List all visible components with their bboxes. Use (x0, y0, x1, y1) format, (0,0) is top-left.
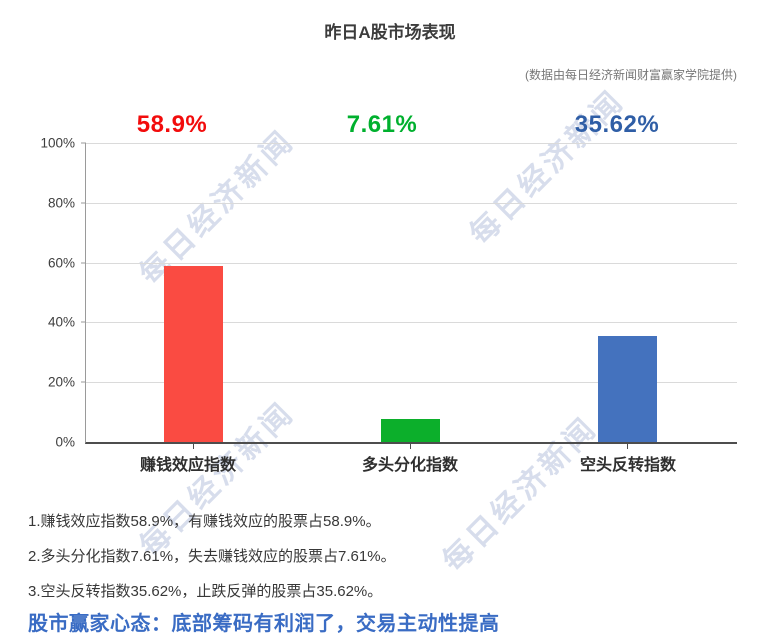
bar-bear-reversal-index (598, 335, 657, 442)
gridline (86, 382, 737, 384)
x-axis-label-bull-divergence: 多头分化指数 (361, 457, 458, 474)
x-axis-tick-mark (193, 444, 194, 449)
x-axis-tick-mark (627, 444, 628, 449)
y-axis-tick-label: 60% (47, 255, 75, 271)
y-axis-tick-mark (81, 202, 86, 204)
y-axis-tick-mark (81, 142, 86, 144)
notes-block: 1.赚钱效应指数58.9%，有赚钱效应的股票占58.9%。 2.多头分化指数7.… (28, 503, 396, 608)
gridline (86, 322, 737, 324)
y-axis-tick-label: 0% (55, 434, 75, 450)
bar-money-effect-index (164, 265, 223, 442)
gridline (86, 262, 737, 264)
headline: 股市赢家心态：底部筹码有利润了，交易主动性提高 (28, 613, 500, 635)
x-axis-label-money-effect: 赚钱效应指数 (139, 457, 236, 474)
y-axis-tick-mark (81, 381, 86, 383)
bar-value-label-money-effect: 58.9% (136, 111, 208, 138)
bar-value-label-bull-divergence: 7.61% (346, 111, 418, 138)
y-axis-tick-label: 20% (47, 374, 75, 390)
bar-value-label-bear-reversal: 35.62% (574, 111, 660, 138)
y-axis-tick-mark (81, 321, 86, 323)
chart-title: 昨日A股市场表现 (324, 23, 456, 42)
plot-area: 100% 80% 60% 40% 20% 0% (40, 136, 737, 450)
y-axis-tick-label: 80% (47, 195, 75, 211)
chart-subtitle: (数据由每日经济新闻财富赢家学院提供) (525, 68, 737, 82)
gridline (86, 143, 737, 144)
x-axis-tick-mark (410, 444, 411, 449)
gridline (86, 202, 737, 204)
note-line: 1.赚钱效应指数58.9%，有赚钱效应的股票占58.9%。 (28, 513, 381, 530)
note-line: 3.空头反转指数35.62%，止跌反弹的股票占35.62%。 (28, 583, 383, 600)
y-axis-tick-mark (81, 262, 86, 264)
x-axis-label-bear-reversal: 空头反转指数 (579, 457, 676, 474)
note-line: 2.多头分化指数7.61%，失去赚钱效应的股票占7.61%。 (28, 548, 396, 565)
y-axis-tick-label: 100% (40, 135, 75, 151)
y-axis-tick-label: 40% (47, 314, 75, 330)
bar-bull-divergence-index (381, 419, 440, 442)
